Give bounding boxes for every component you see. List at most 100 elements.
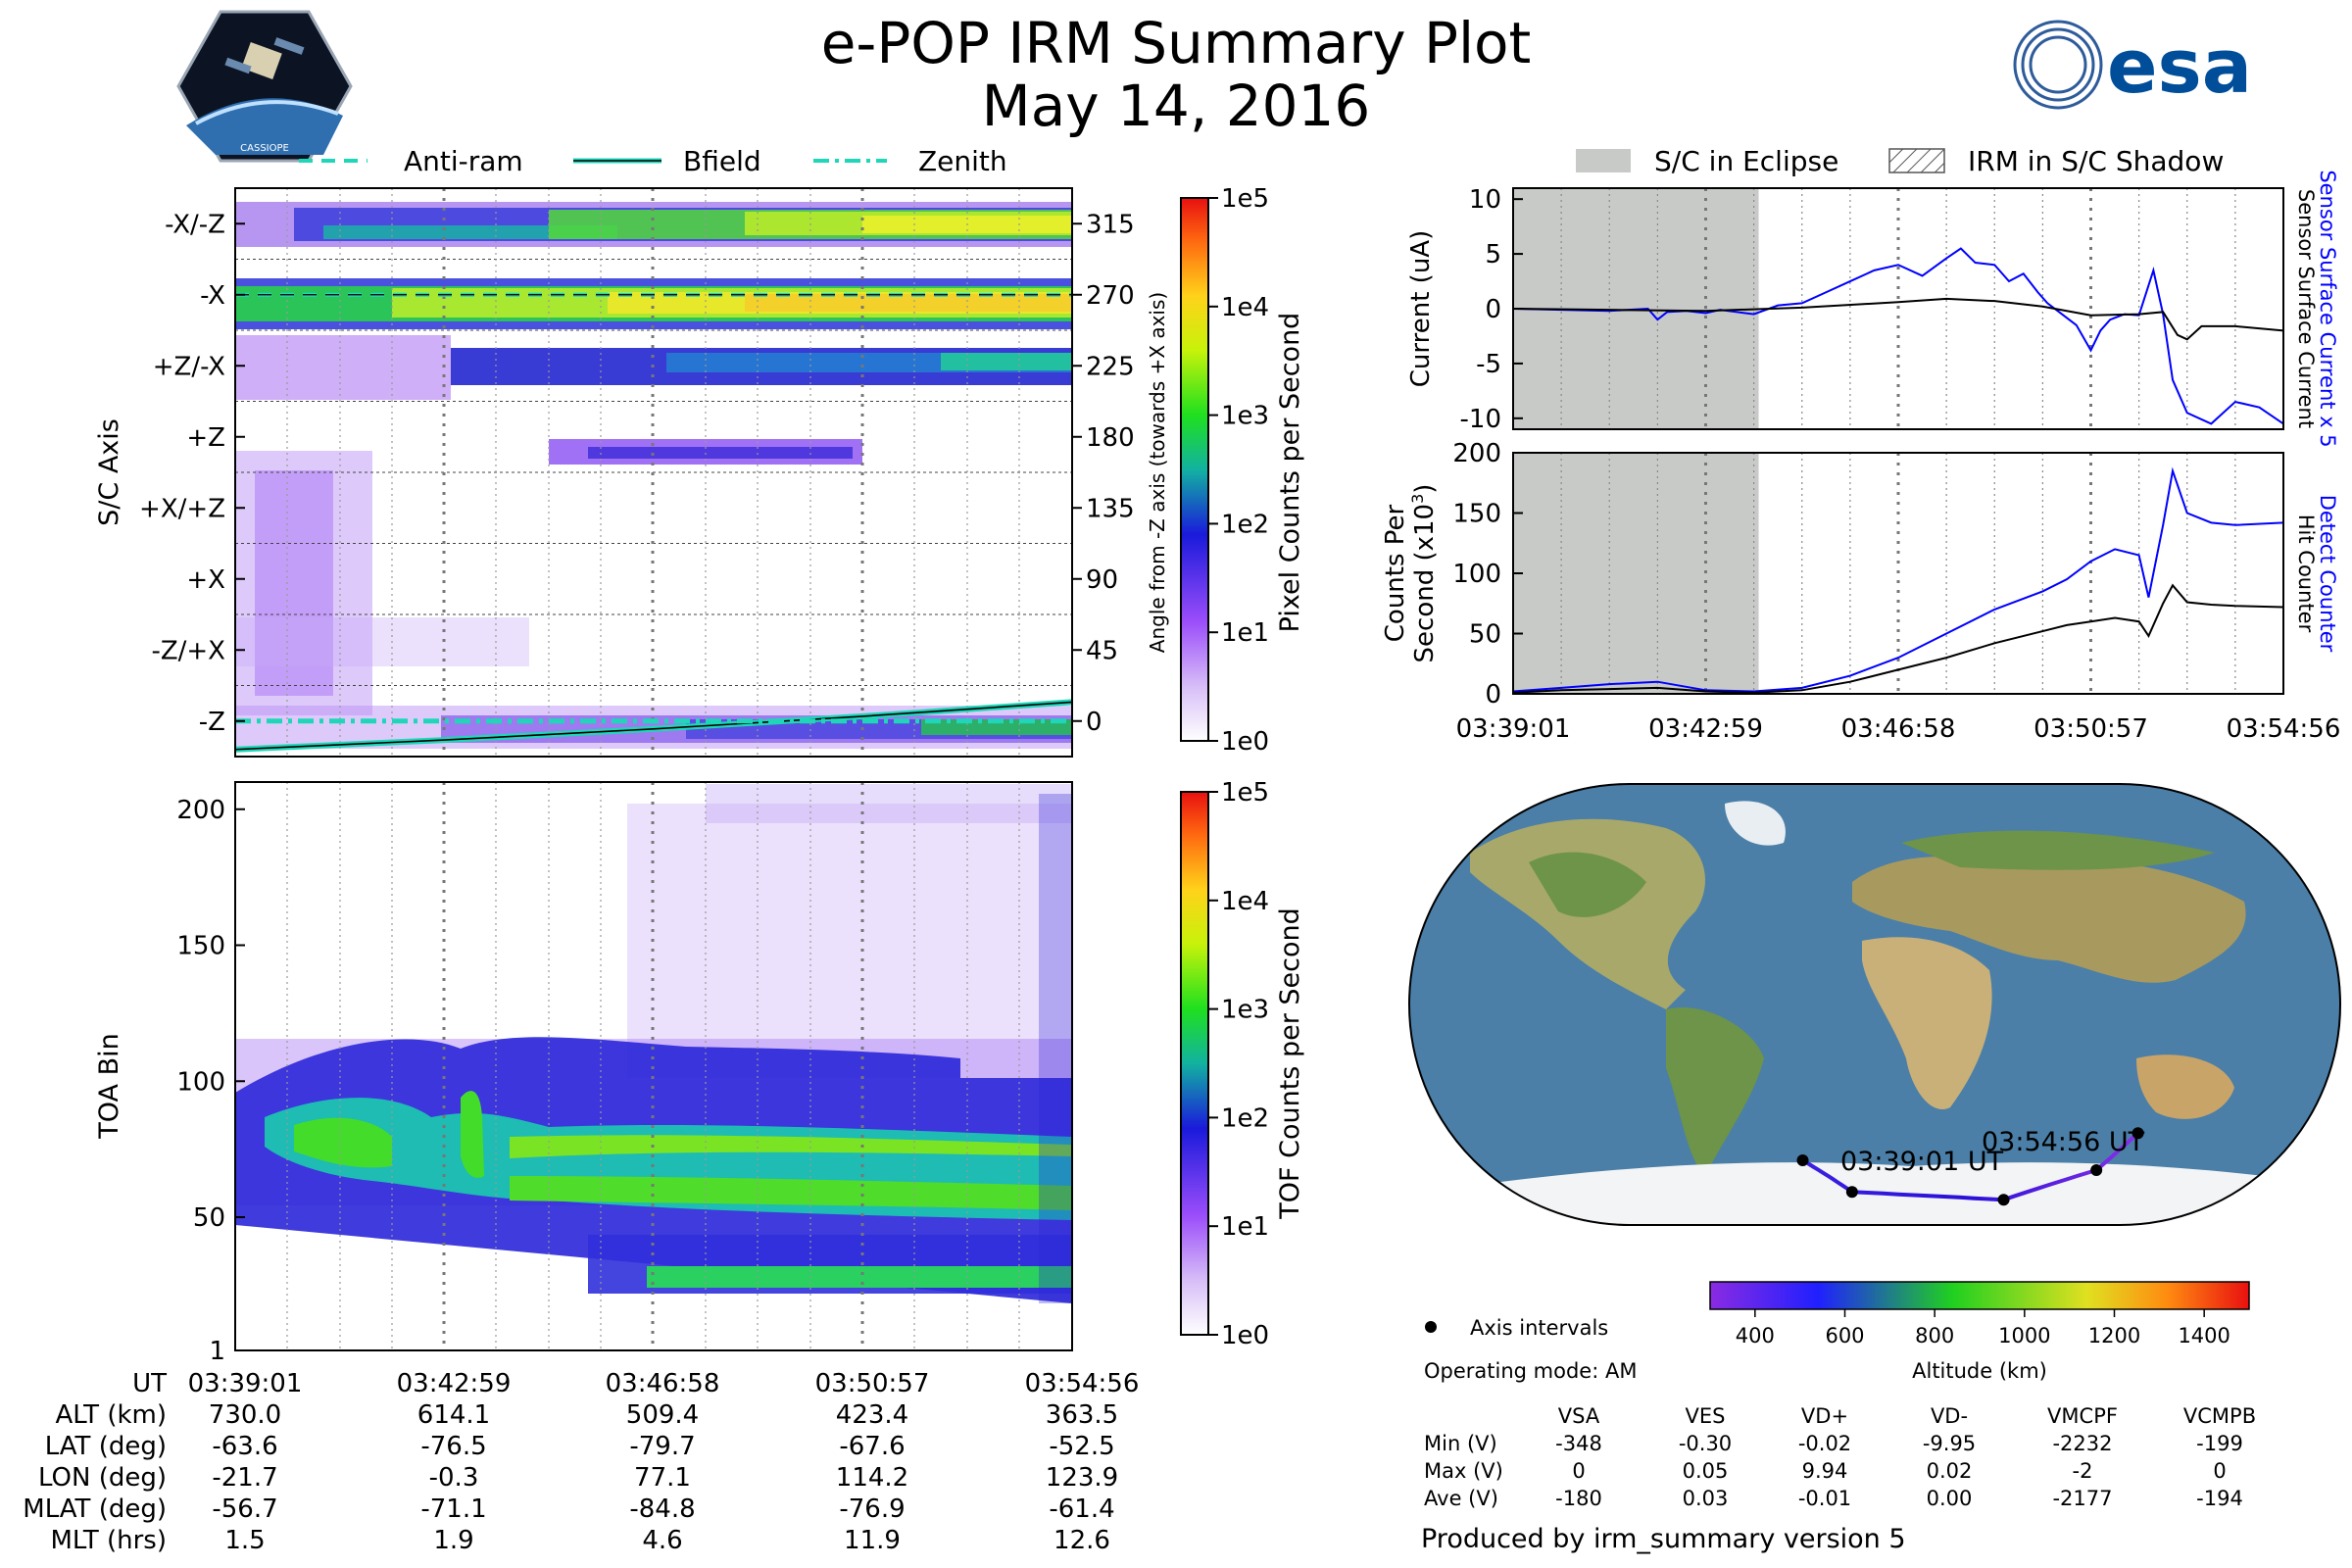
voltage-table-cell: -199 (2196, 1432, 2243, 1455)
map-africa (1862, 937, 1992, 1109)
ephemeris-cell: -61.4 (1049, 1494, 1114, 1524)
ephemeris-cell: 03:42:59 (397, 1369, 512, 1398)
legend-antiram-label: Anti-ram (404, 145, 523, 177)
tof-colorbar-tick-label: 1e2 (1221, 1103, 1269, 1133)
current-series-line (1513, 297, 2283, 341)
ephemeris-cell: -76.9 (839, 1494, 905, 1524)
sc-axis-y-tick-label: -X/-Z (165, 210, 225, 239)
voltage-table-cell: -0.01 (1798, 1487, 1851, 1510)
ephemeris-row-label: UT (132, 1369, 167, 1398)
altitude-colorbar-tick-label: 1000 (1998, 1324, 2050, 1348)
counts-x-tick-label: 03:46:58 (1841, 714, 1956, 744)
ephemeris-cell: 423.4 (836, 1400, 908, 1430)
legend-zenith-label: Zenith (918, 145, 1007, 177)
voltage-table-header: VD+ (1801, 1404, 1848, 1428)
sc-axis-y-tick-label: -X (200, 281, 225, 311)
orbit-track-point (1845, 1186, 1858, 1199)
voltage-table-cell: 0.03 (1683, 1487, 1729, 1510)
ephemeris-cell: -56.7 (212, 1494, 277, 1524)
counts-right-label-black: Hit Counter (2294, 514, 2318, 633)
tof-colorbar-label: TOF Counts per Second (1275, 907, 1305, 1220)
page-title: e-POP IRM Summary Plot (820, 10, 1532, 76)
ephemeris-cell: 03:46:58 (606, 1369, 720, 1398)
voltage-table-cell: -0.30 (1679, 1432, 1732, 1455)
sc-axis-y-tick-label: +Z/-X (153, 352, 225, 381)
toa-y-tick-label: 1 (209, 1337, 225, 1366)
sc-axis-angle-tick-label: 180 (1086, 423, 1135, 453)
pixel-colorbar-ticks: 1e0 1e1 1e2 1e3 1e4 1e5 (1208, 184, 1269, 757)
voltage-table-header: VD- (1931, 1404, 1968, 1428)
ephemeris-cell: 1.5 (224, 1526, 265, 1555)
toa-y-tick-label: 150 (176, 932, 225, 961)
sc-axis-panel: -X/-Z -X +Z/-X +Z +X/+Z +X -Z/+X -Z 315 270 225 18… (94, 184, 1305, 758)
voltage-table-cell: -180 (1555, 1487, 1602, 1510)
eclipse-legend: S/C in Eclipse IRM in S/C Shadow (1576, 145, 2224, 177)
counts-x-tick-label: 03:50:57 (2034, 714, 2148, 744)
ephemeris-cell: 4.6 (642, 1526, 682, 1555)
tof-colorbar-tick-label: 1e1 (1221, 1212, 1269, 1242)
altitude-colorbar (1709, 1281, 2250, 1310)
voltage-table-cell: 0.02 (1927, 1459, 1973, 1483)
voltage-table-cell: 0.00 (1927, 1487, 1973, 1510)
voltage-table-row-label: Max (V) (1424, 1459, 1503, 1483)
sc-axis-frame (234, 187, 1073, 758)
toa-frame (234, 781, 1073, 1351)
ephemeris-row-label: MLT (hrs) (51, 1526, 168, 1555)
altitude-colorbar-tick-label: 1400 (2178, 1324, 2230, 1348)
cassiope-logo-text: CASSIOPE (240, 143, 289, 154)
voltage-table-cell: -0.02 (1798, 1432, 1851, 1455)
altitude-colorbar-tick-label: 1200 (2088, 1324, 2140, 1348)
sc-axis-angle-tick-label: 315 (1086, 210, 1135, 239)
ephemeris-cell: 77.1 (634, 1463, 691, 1493)
voltage-table-header: VSA (1558, 1404, 1600, 1428)
altitude-colorbar-ticks: 400 600 800 1000 1200 1400 (1736, 1309, 2230, 1348)
map-south-america (1666, 1007, 1764, 1176)
toa-ylabel: TOA Bin (94, 1033, 124, 1139)
counts-y-tick-label: 150 (1452, 500, 1501, 529)
sc-axis-angle-tick-label: 45 (1086, 636, 1118, 665)
legend-shadow-swatch (1888, 148, 1945, 173)
map-eurasia (1852, 857, 2246, 983)
orbit-map: 03:39:01 UT 03:54:56 UT 400 600 800 1000 120… (1408, 783, 2341, 1383)
current-y-tick-label: 5 (1485, 240, 1501, 270)
voltage-table-header: VES (1686, 1404, 1726, 1428)
sc-axis-y-tick-label: -Z (199, 708, 225, 737)
counts-ylabel-line2: Second (x103) (1408, 484, 1440, 663)
tof-colorbar-ticks: 1e0 1e1 1e2 1e3 1e4 1e5 (1208, 778, 1269, 1350)
counts-y-tick-label: 50 (1469, 620, 1501, 650)
esa-logo: esa (2013, 20, 2252, 110)
counts-ylabel-main: Second (x10 (1410, 504, 1440, 663)
legend-bfield-label: Bfield (683, 145, 761, 177)
current-ylabel: Current (uA) (1406, 230, 1436, 387)
current-series-line (1513, 247, 2283, 425)
counts-eclipse-band (1513, 453, 1759, 694)
current-right-label-black: Sensor Surface Current (2294, 189, 2318, 428)
current-y-tick-label: -10 (1460, 405, 1501, 434)
toa-heatmap (235, 784, 1072, 1303)
toa-y-tick-label: 200 (176, 796, 225, 825)
current-background (1513, 188, 2283, 429)
ephemeris-cell: -84.8 (629, 1494, 695, 1524)
counts-series-line (1513, 466, 2283, 693)
sc-axis-angle-tick-label: 0 (1086, 708, 1102, 737)
voltage-table-cell: 0 (2213, 1459, 2226, 1483)
axis-interval-label: Axis intervals (1470, 1316, 1608, 1340)
current-series (1513, 247, 2283, 425)
ephemeris-cell: 1.9 (433, 1526, 473, 1555)
sc-axis-angle-tick-label: 90 (1086, 565, 1118, 595)
sc-axis-right-ylabel: Angle from -Z axis (towards +X axis) (1146, 292, 1169, 653)
altitude-colorbar-tick-label: 400 (1736, 1324, 1775, 1348)
ephemeris-cell: 614.1 (417, 1400, 490, 1430)
sc-axis-ylabel: S/C Axis (94, 418, 124, 526)
counts-series-line (1513, 583, 2283, 694)
tof-colorbar-tick-label: 1e5 (1221, 778, 1269, 808)
counts-x-tick-label: 03:39:01 (1456, 714, 1571, 744)
voltage-table-cell: -9.95 (1923, 1432, 1976, 1455)
sc-axis-angle-tick-label: 225 (1086, 352, 1135, 381)
voltage-table-header: VMCPF (2047, 1404, 2118, 1428)
pixel-colorbar-tick-label: 1e2 (1221, 510, 1269, 539)
esa-logo-text: esa (2107, 23, 2252, 110)
